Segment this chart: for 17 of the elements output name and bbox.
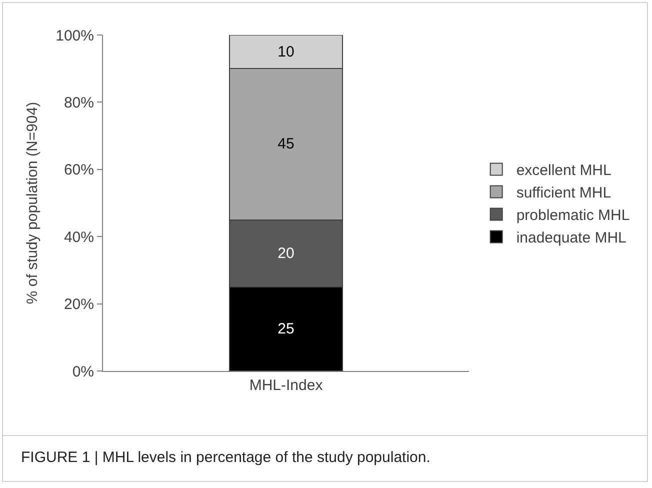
y-tick-label: 80%	[64, 94, 94, 112]
data-label: 10	[278, 43, 294, 60]
legend-label: sufficient MHL	[516, 184, 612, 202]
data-label: 45	[278, 136, 294, 153]
y-tick-label: 60%	[64, 162, 94, 179]
y-tick-label: 20%	[64, 296, 94, 314]
y-tick-label: 0%	[72, 363, 94, 380]
caption: FIGURE 1 | MHL levels in percentage of the study population.	[21, 449, 430, 466]
legend-label: excellent MHL	[516, 162, 612, 180]
data-label: 25	[278, 320, 294, 338]
y-tick-label: 40%	[64, 228, 94, 246]
legend-label: problematic MHL	[516, 207, 630, 224]
x-tick-label: MHL-Index	[249, 377, 324, 394]
data-label: 20	[278, 244, 294, 262]
legend-label: inadequate MHL	[516, 230, 626, 247]
y-axis-title: % of study population (N=904)	[24, 102, 41, 304]
y-tick-label: 100%	[56, 27, 94, 44]
